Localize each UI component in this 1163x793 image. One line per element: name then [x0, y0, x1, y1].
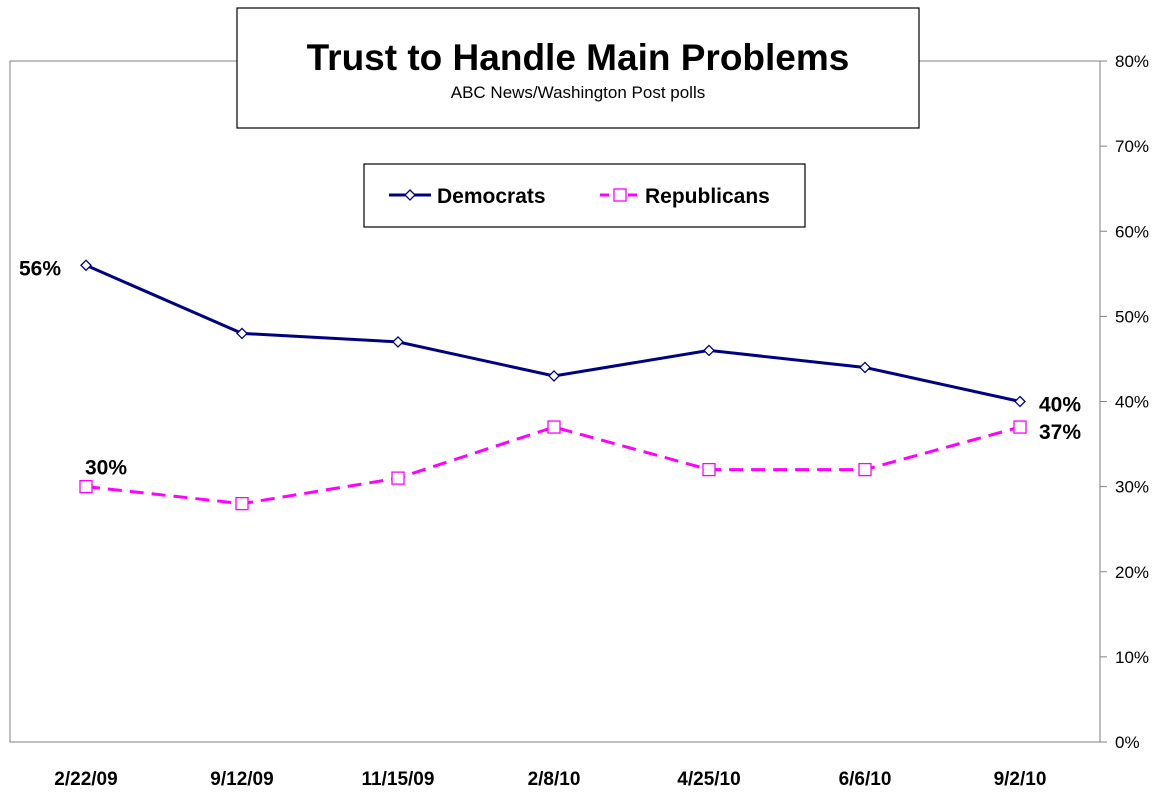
data-point — [548, 370, 560, 382]
data-point — [547, 420, 561, 434]
y-tick-label: 20% — [1115, 563, 1149, 582]
data-point — [1013, 420, 1027, 434]
data-point — [236, 327, 248, 340]
data-point — [858, 462, 872, 477]
legend: Democrats Republicans — [363, 163, 806, 228]
data-point — [235, 496, 249, 511]
y-tick-label: 70% — [1115, 137, 1149, 156]
series-layer — [79, 259, 1027, 511]
legend-marker — [404, 189, 416, 201]
data-label: 37% — [1039, 421, 1081, 444]
legend-label: Democrats — [437, 185, 546, 208]
x-tick-label: 4/25/10 — [677, 769, 740, 790]
legend-marker — [613, 188, 627, 202]
y-tick-label: 60% — [1115, 222, 1149, 241]
y-tick-label: 40% — [1115, 393, 1149, 412]
title-box: Trust to Handle Main Problems ABC News/W… — [236, 7, 920, 129]
data-point — [391, 471, 405, 485]
y-axis: 0% 10% 20% 30% 40% 50% 60% 70% 80% — [1100, 52, 1149, 752]
x-tick-label: 11/15/09 — [362, 769, 435, 790]
data-point — [79, 479, 93, 494]
plot-area — [9, 60, 1101, 743]
y-tick-label: 30% — [1115, 478, 1149, 497]
y-tick-label: 10% — [1115, 648, 1149, 667]
x-axis: 2/22/09 9/12/09 11/15/09 2/8/10 4/25/10 6/6/1… — [54, 769, 1046, 790]
x-tick-label: 6/6/10 — [839, 769, 892, 790]
legend-frame — [363, 163, 806, 228]
data-labels: 56% 40% 30% 37% — [19, 257, 1081, 479]
data-point — [392, 335, 404, 348]
data-point — [702, 462, 716, 477]
data-point — [703, 344, 715, 357]
chart-title: Trust to Handle Main Problems — [307, 37, 850, 78]
y-tick-label: 80% — [1115, 52, 1149, 71]
y-tick-label: 0% — [1115, 733, 1140, 752]
data-point — [1014, 395, 1026, 408]
x-tick-label: 2/8/10 — [528, 769, 581, 790]
data-point — [80, 259, 92, 272]
legend-label: Republicans — [645, 185, 770, 208]
x-tick-label: 9/12/09 — [210, 769, 273, 790]
data-label: 56% — [19, 257, 61, 280]
y-tick-label: 50% — [1115, 307, 1149, 326]
chart-subtitle: ABC News/Washington Post polls — [451, 83, 705, 102]
data-point — [859, 361, 871, 374]
x-tick-label: 9/2/10 — [994, 769, 1047, 790]
data-label: 40% — [1039, 394, 1081, 417]
data-label: 30% — [85, 457, 127, 480]
x-tick-label: 2/22/09 — [54, 769, 117, 790]
